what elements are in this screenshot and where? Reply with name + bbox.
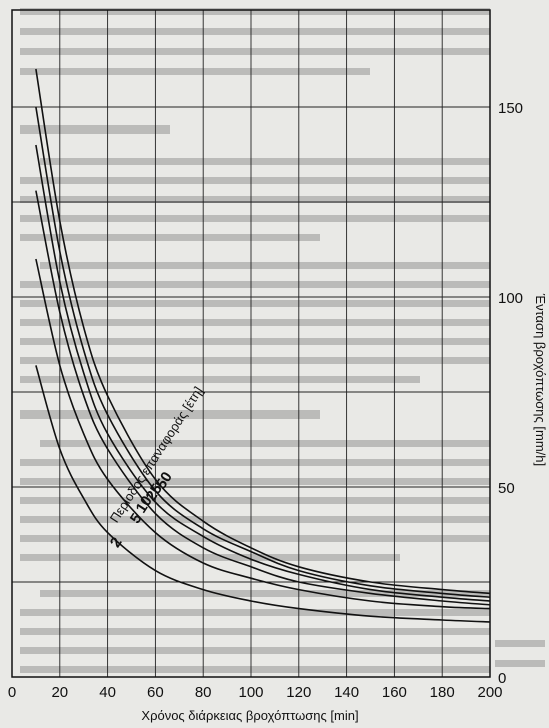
grid xyxy=(12,10,490,677)
x-axis-label: Χρόνος διάρκειας βροχόπτωσης [min] xyxy=(141,708,358,723)
x-tick-label: 120 xyxy=(286,684,311,701)
y-tick-label: 100 xyxy=(498,290,523,307)
y-tick-label: 0 xyxy=(498,670,506,687)
x-tick-label: 0 xyxy=(8,684,16,701)
y-ticks: 0 50 100 150 xyxy=(498,100,523,687)
x-ticks: 0 20 40 60 80 100 120 140 160 180 200 xyxy=(8,684,503,701)
x-tick-label: 200 xyxy=(477,684,502,701)
y-tick-label: 50 xyxy=(498,480,515,497)
x-tick-label: 20 xyxy=(51,684,68,701)
curve-label: 10 xyxy=(133,493,156,516)
curve-T1 xyxy=(35,365,491,623)
curve-T2 xyxy=(35,258,491,610)
bleed-through-text xyxy=(20,8,545,673)
x-tick-label: 140 xyxy=(334,684,359,701)
curve-label: 50 xyxy=(153,469,176,492)
x-tick-label: 60 xyxy=(147,684,164,701)
curve-T25 xyxy=(35,106,491,598)
curve-T5 xyxy=(35,190,491,606)
curve-T10 xyxy=(35,144,491,602)
x-tick-label: 180 xyxy=(430,684,455,701)
curve-label: 25 xyxy=(143,481,166,504)
curve-T50 xyxy=(35,68,491,595)
plot-frame xyxy=(11,9,491,678)
x-tick-label: 40 xyxy=(99,684,116,701)
curves xyxy=(35,68,491,623)
x-tick-label: 80 xyxy=(195,684,212,701)
y-axis-label: Ένταση βροχόπτωσης [mm/h] xyxy=(533,293,548,466)
y-tick-label: 150 xyxy=(498,100,523,117)
x-tick-label: 160 xyxy=(382,684,407,701)
x-tick-label: 100 xyxy=(238,684,263,701)
